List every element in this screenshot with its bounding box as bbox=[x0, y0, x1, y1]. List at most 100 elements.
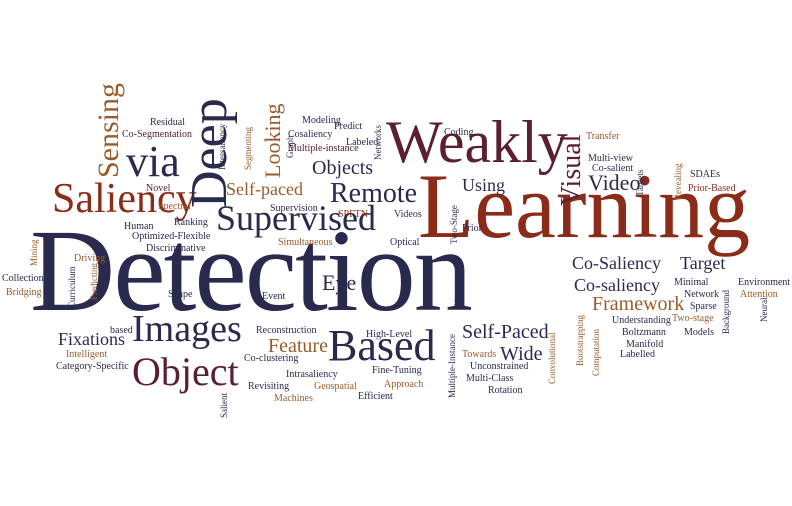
word-intrasaliency: Intrasaliency bbox=[286, 369, 338, 380]
word-predicting: Predicting bbox=[89, 263, 99, 300]
word-multi-view: Multi-view bbox=[588, 153, 633, 164]
word-modeling: Modeling bbox=[302, 115, 341, 126]
word-co-salient: Co-salient bbox=[592, 163, 634, 174]
word-fixations: Fixations bbox=[58, 329, 126, 349]
word-understanding: Understanding bbox=[612, 315, 671, 326]
word-sensing: Sensing bbox=[92, 82, 125, 178]
word-minimal: Minimal bbox=[674, 277, 709, 288]
word-novel: Novel bbox=[146, 183, 171, 194]
word-geospatial: Geospatial bbox=[314, 381, 357, 392]
word-revisiting: Revisiting bbox=[248, 381, 290, 392]
word-multiple-instance: Multiple-instance bbox=[288, 143, 359, 154]
word-learning: Learning bbox=[418, 155, 751, 257]
word-two-stage-upper: Two-Stage bbox=[449, 205, 459, 244]
word-self-paced-lower: Self-paced bbox=[226, 179, 303, 199]
word-object: Object bbox=[132, 349, 239, 394]
word-network: Network bbox=[684, 289, 719, 300]
word-labeled: Labeled bbox=[346, 137, 379, 148]
word-cosaliency: Cosaliency bbox=[288, 129, 333, 140]
word-mining: Mining bbox=[29, 239, 39, 266]
word-approach: Approach bbox=[384, 379, 424, 390]
word-intersaliency: Intersaliency bbox=[217, 123, 227, 170]
word-human: Human bbox=[124, 221, 154, 232]
word-manifold: Manifold bbox=[626, 339, 664, 350]
word-fine-tuning: Fine-Tuning bbox=[372, 365, 422, 376]
word-co-saliency-upper: Co-Saliency bbox=[572, 253, 661, 273]
word-background: Background bbox=[721, 290, 731, 334]
word-negative: Negative bbox=[453, 273, 463, 306]
word-target: Target bbox=[680, 253, 726, 273]
word-rotation: Rotation bbox=[488, 385, 523, 396]
word-targets: Targets bbox=[635, 169, 645, 196]
word-self-paced-upper: Self-Paced bbox=[462, 321, 549, 343]
word-video: Video bbox=[588, 170, 641, 195]
word-models: Models bbox=[684, 327, 714, 338]
word-optical: Optical bbox=[390, 237, 420, 248]
word-shape: Shape bbox=[168, 289, 193, 300]
word-feature: Feature bbox=[268, 335, 328, 357]
word-eye: Eye bbox=[322, 270, 357, 295]
word-supervision: Supervision bbox=[270, 203, 318, 214]
word-detection: Detection bbox=[30, 205, 473, 336]
word-co-saliency-lower: Co-saliency bbox=[574, 275, 660, 295]
word-machines: Machines bbox=[274, 393, 313, 404]
word-bridging: Bridging bbox=[6, 287, 42, 298]
word-spectral: Spectral bbox=[158, 201, 191, 212]
word-transfer: Transfer bbox=[586, 131, 620, 142]
word-revealing: Revealing bbox=[673, 163, 683, 201]
word-remote: Remote bbox=[330, 178, 418, 209]
word-residual: Residual bbox=[150, 117, 185, 128]
word-prior-based: Prior-Based bbox=[688, 183, 736, 194]
word-reconstruction: Reconstruction bbox=[256, 325, 317, 336]
word-predict: Predict bbox=[334, 121, 363, 132]
word-optimized-flexible: Optimized-Flexible bbox=[132, 231, 211, 242]
word-via: via bbox=[126, 137, 180, 186]
word-looking: Looking bbox=[260, 103, 285, 178]
word-bootstrapping: Bootstrapping bbox=[575, 315, 585, 366]
word-unconstrained: Unconstrained bbox=[470, 361, 529, 372]
word-coding: Coding bbox=[444, 127, 474, 138]
word-two-stage-lower: Two-stage bbox=[672, 313, 714, 324]
word-prior: Prior bbox=[462, 223, 482, 234]
word-convolutional: Convolutional bbox=[547, 332, 557, 385]
word-using: Using bbox=[462, 175, 506, 195]
word-curriculum: Curriculum bbox=[67, 266, 77, 309]
word-simultaneous: Simultaneous bbox=[278, 237, 333, 248]
word-visual: Visual bbox=[556, 134, 587, 206]
word-driving: Driving bbox=[74, 253, 106, 264]
word-labelled: Labelled bbox=[620, 349, 655, 360]
word-towards: Towards bbox=[462, 349, 497, 360]
word-supervised: Supervised bbox=[216, 198, 376, 238]
word-discriminative: Discriminative bbox=[146, 243, 206, 254]
word-co-clustering: Co-clustering bbox=[244, 353, 299, 364]
word-co-segmentation: Co-Segmentation bbox=[122, 129, 192, 140]
word-spftn: SPFTN bbox=[338, 209, 369, 220]
word-networks: Networks bbox=[373, 125, 383, 160]
word-intelligent: Intelligent bbox=[66, 349, 108, 360]
word-objects: Objects bbox=[312, 157, 374, 179]
word-segmenting: Segmenting bbox=[243, 127, 253, 170]
word-weakly: Weakly bbox=[386, 109, 568, 175]
word-collection: Collection bbox=[2, 273, 44, 284]
word-environment: Environment bbox=[738, 277, 791, 288]
word-category-specific: Category-Specific bbox=[56, 361, 129, 372]
word-event: Event bbox=[262, 291, 286, 302]
word-ranking: Ranking bbox=[174, 217, 208, 228]
word-attention: Attention bbox=[740, 289, 778, 300]
word-sdaes: SDAEs bbox=[690, 169, 721, 180]
word-sparse: Sparse bbox=[690, 301, 717, 312]
word-wide: Wide bbox=[500, 343, 543, 365]
word-computation: Computation bbox=[591, 329, 601, 376]
word-high-level: High-Level bbox=[366, 329, 413, 340]
word-boltzmann: Boltzmann bbox=[622, 327, 666, 338]
word-images: Images bbox=[132, 308, 242, 350]
word-salient: Salient bbox=[219, 393, 229, 418]
word-based: Based bbox=[328, 321, 436, 370]
word-multiple-instance-upper: Multiple-Instance bbox=[447, 334, 457, 398]
word-based-small: based bbox=[110, 325, 133, 336]
word-framework: Framework bbox=[592, 293, 685, 315]
word-efficient: Efficient bbox=[358, 391, 393, 402]
word-multi-class: Multi-Class bbox=[466, 373, 514, 384]
word-neural: Neural bbox=[759, 297, 769, 323]
